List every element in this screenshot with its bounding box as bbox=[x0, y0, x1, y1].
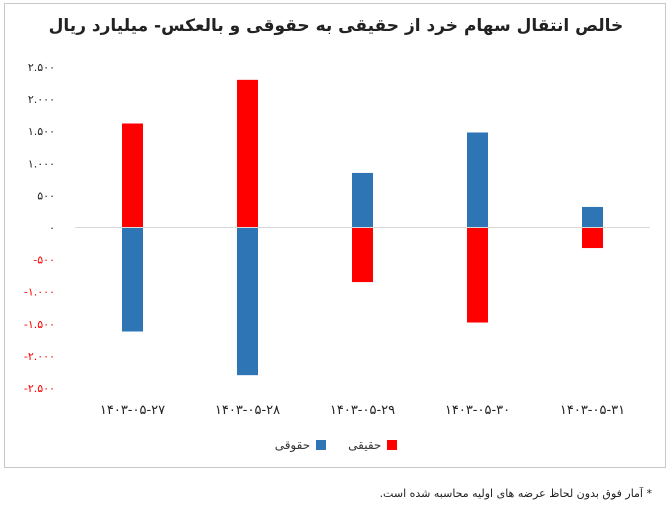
chart-title: خالص انتقال سهام خرد از حقیقی به حقوقی و… bbox=[48, 16, 624, 36]
y-tick-label: -۲.۵۰۰ bbox=[24, 382, 55, 395]
bar-series-0 bbox=[467, 227, 488, 323]
bar-series-1 bbox=[122, 227, 143, 332]
bar-series-1 bbox=[582, 206, 603, 228]
y-tick-label: ۱.۵۰۰ bbox=[28, 125, 55, 138]
y-tick-label: -۱.۵۰۰ bbox=[24, 318, 55, 331]
legend-label-series-1: حقوقی bbox=[274, 438, 311, 452]
y-tick-label: ۱.۰۰۰ bbox=[28, 157, 55, 170]
footnote: * آمار فوق بدون لحاظ عرضه های اولیه محاس… bbox=[379, 487, 652, 500]
x-tick-label: ۱۴۰۳-۰۵-۳۰ bbox=[445, 403, 510, 418]
x-tick-label: ۱۴۰۳-۰۵-۲۸ bbox=[215, 403, 280, 418]
legend-item-series-0: حقیقی bbox=[348, 438, 398, 452]
y-tick-label: ۲.۰۰۰ bbox=[28, 93, 55, 106]
legend-swatch-series-1 bbox=[316, 440, 327, 450]
bar-series-0 bbox=[582, 227, 603, 249]
x-tick-label: ۱۴۰۳-۰۵-۳۱ bbox=[560, 403, 625, 418]
bar-series-0 bbox=[122, 123, 143, 228]
y-tick-label: ۵۰۰ bbox=[37, 189, 55, 202]
chart-legend: حقیقی حقوقی bbox=[0, 438, 672, 452]
legend-label-series-0: حقیقی bbox=[348, 438, 382, 452]
chart-frame bbox=[4, 3, 666, 468]
bar-series-1 bbox=[352, 172, 373, 228]
y-tick-label: -۵۰۰ bbox=[33, 254, 55, 267]
x-tick-label: ۱۴۰۳-۰۵-۲۷ bbox=[100, 403, 165, 418]
bar-series-1 bbox=[467, 132, 488, 228]
x-tick-label: ۱۴۰۳-۰۵-۲۹ bbox=[330, 403, 395, 418]
legend-swatch-series-0 bbox=[387, 440, 398, 450]
y-tick-label: ۰ bbox=[49, 222, 55, 235]
bar-series-0 bbox=[237, 79, 258, 228]
bar-series-1 bbox=[237, 227, 258, 376]
bar-series-0 bbox=[352, 227, 373, 283]
y-tick-label: -۲.۰۰۰ bbox=[24, 350, 55, 363]
y-tick-label: ۲.۵۰۰ bbox=[28, 61, 55, 74]
legend-item-series-1: حقوقی bbox=[274, 438, 327, 452]
y-tick-label: -۱.۰۰۰ bbox=[24, 286, 55, 299]
